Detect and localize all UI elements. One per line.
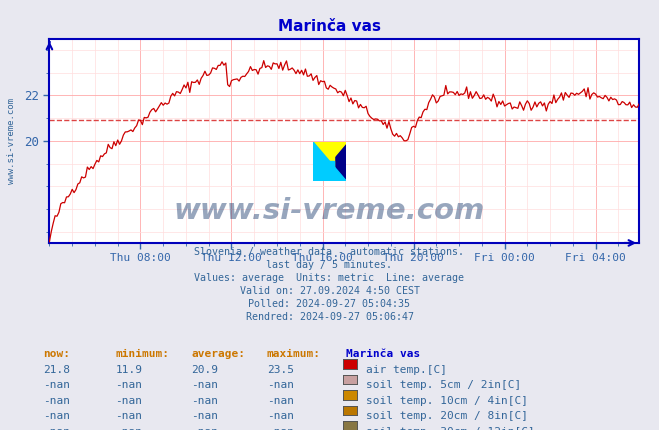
Text: 23.5: 23.5	[267, 365, 294, 375]
Text: -nan: -nan	[115, 380, 142, 390]
Text: soil temp. 10cm / 4in[C]: soil temp. 10cm / 4in[C]	[366, 396, 528, 405]
Text: last day / 5 minutes.: last day / 5 minutes.	[266, 260, 393, 270]
Text: www.si-vreme.com: www.si-vreme.com	[7, 98, 16, 184]
Text: -nan: -nan	[191, 411, 218, 421]
Text: maximum:: maximum:	[267, 349, 321, 359]
Text: now:: now:	[43, 349, 70, 359]
Text: Valid on: 27.09.2024 4:50 CEST: Valid on: 27.09.2024 4:50 CEST	[239, 286, 420, 296]
Text: 20.9: 20.9	[191, 365, 218, 375]
Text: soil temp. 30cm / 12in[C]: soil temp. 30cm / 12in[C]	[366, 427, 534, 430]
Text: -nan: -nan	[43, 427, 70, 430]
Text: average:: average:	[191, 349, 245, 359]
Text: -nan: -nan	[191, 396, 218, 405]
Text: Polled: 2024-09-27 05:04:35: Polled: 2024-09-27 05:04:35	[248, 299, 411, 309]
Text: soil temp. 20cm / 8in[C]: soil temp. 20cm / 8in[C]	[366, 411, 528, 421]
Text: minimum:: minimum:	[115, 349, 169, 359]
Text: -nan: -nan	[43, 411, 70, 421]
Text: air temp.[C]: air temp.[C]	[366, 365, 447, 375]
Polygon shape	[313, 142, 335, 181]
Text: Slovenia / weather data - automatic stations.: Slovenia / weather data - automatic stat…	[194, 247, 465, 257]
Text: -nan: -nan	[115, 427, 142, 430]
Text: soil temp. 5cm / 2in[C]: soil temp. 5cm / 2in[C]	[366, 380, 521, 390]
Text: -nan: -nan	[267, 411, 294, 421]
Text: Values: average  Units: metric  Line: average: Values: average Units: metric Line: aver…	[194, 273, 465, 283]
Text: Marinča vas: Marinča vas	[278, 19, 381, 34]
Text: -nan: -nan	[191, 427, 218, 430]
Text: -nan: -nan	[115, 411, 142, 421]
Text: 11.9: 11.9	[115, 365, 142, 375]
Polygon shape	[313, 142, 346, 181]
Text: -nan: -nan	[267, 396, 294, 405]
Text: -nan: -nan	[43, 396, 70, 405]
Text: Marinča vas: Marinča vas	[346, 349, 420, 359]
Text: www.si-vreme.com: www.si-vreme.com	[174, 197, 485, 225]
Text: Rendred: 2024-09-27 05:06:47: Rendred: 2024-09-27 05:06:47	[246, 312, 413, 322]
Polygon shape	[313, 161, 335, 181]
Text: -nan: -nan	[115, 396, 142, 405]
Text: -nan: -nan	[267, 380, 294, 390]
Polygon shape	[313, 142, 346, 181]
Text: -nan: -nan	[43, 380, 70, 390]
Text: -nan: -nan	[267, 427, 294, 430]
Text: 21.8: 21.8	[43, 365, 70, 375]
Text: -nan: -nan	[191, 380, 218, 390]
